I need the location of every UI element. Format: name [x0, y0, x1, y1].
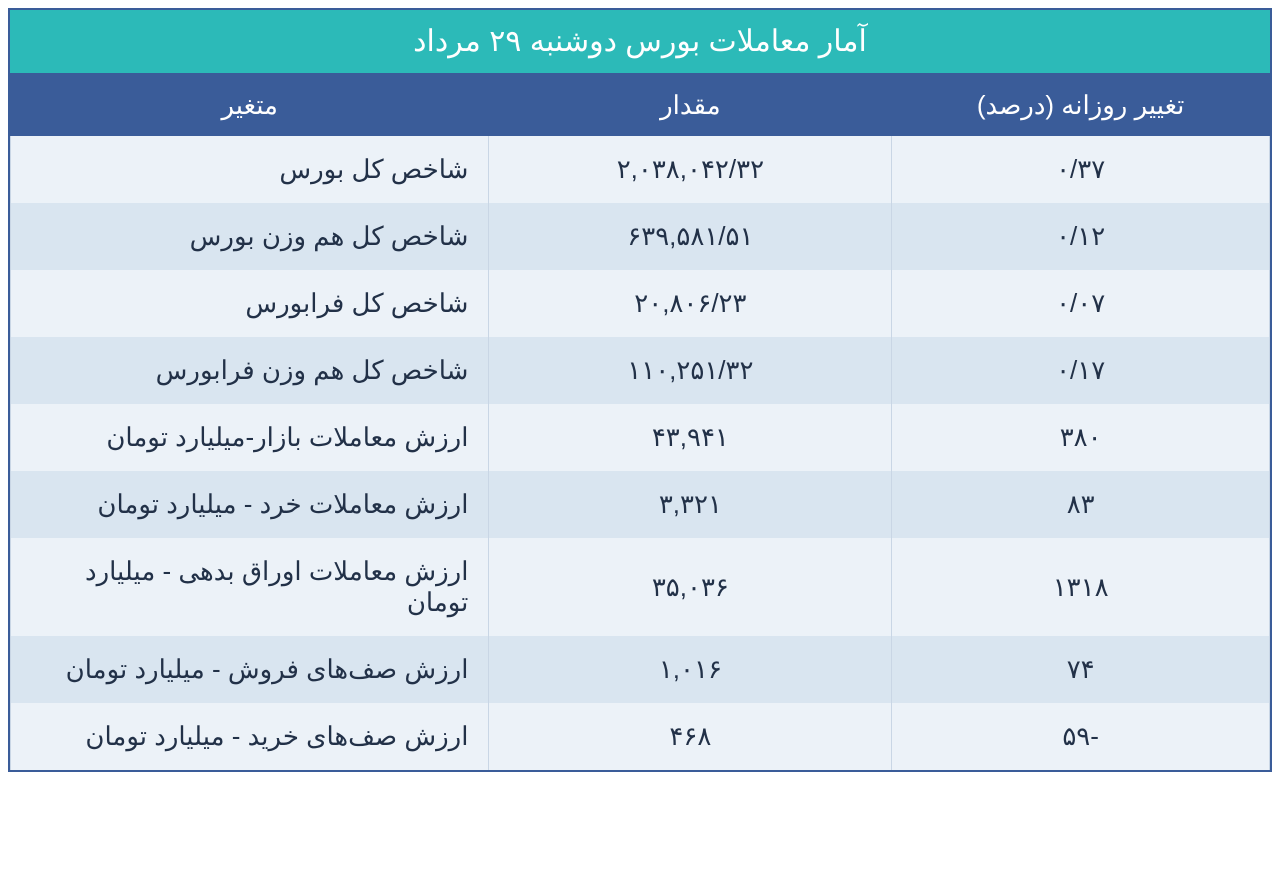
table-row: ۰/۰۷ ۲۰,۸۰۶/۲۳ شاخص کل فرابورس	[11, 270, 1270, 337]
cell-variable: ارزش صف‌های خرید - میلیارد تومان	[11, 703, 489, 770]
col-header-change: تغییر روزانه (درصد)	[892, 76, 1270, 136]
cell-variable: ارزش صف‌های فروش - میلیارد تومان	[11, 636, 489, 703]
cell-change: ۷۴	[892, 636, 1270, 703]
cell-variable: ارزش معاملات بازار-میلیارد تومان	[11, 404, 489, 471]
cell-value: ۶۳۹,۵۸۱/۵۱	[489, 203, 892, 270]
cell-value: ۴۳,۹۴۱	[489, 404, 892, 471]
col-header-value: مقدار	[489, 76, 892, 136]
table-row: ۰/۱۷ ۱۱۰,۲۵۱/۳۲ شاخص کل هم وزن فرابورس	[11, 337, 1270, 404]
cell-variable: ارزش معاملات خرد - میلیارد تومان	[11, 471, 489, 538]
cell-variable: شاخص کل فرابورس	[11, 270, 489, 337]
cell-value: ۱,۰۱۶	[489, 636, 892, 703]
stats-table: تغییر روزانه (درصد) مقدار متغیر ۰/۳۷ ۲,۰…	[10, 75, 1270, 770]
cell-change: ۰/۳۷	[892, 136, 1270, 204]
table-row: ۷۴ ۱,۰۱۶ ارزش صف‌های فروش - میلیارد توما…	[11, 636, 1270, 703]
cell-variable: شاخص کل هم وزن فرابورس	[11, 337, 489, 404]
cell-value: ۴۶۸	[489, 703, 892, 770]
cell-value: ۲۰,۸۰۶/۲۳	[489, 270, 892, 337]
table-header-row: تغییر روزانه (درصد) مقدار متغیر	[11, 76, 1270, 136]
cell-variable: شاخص کل هم وزن بورس	[11, 203, 489, 270]
stats-table-container: آمار معاملات بورس دوشنبه ۲۹ مرداد تغییر …	[8, 8, 1272, 772]
table-body: ۰/۳۷ ۲,۰۳۸,۰۴۲/۳۲ شاخص کل بورس ۰/۱۲ ۶۳۹,…	[11, 136, 1270, 771]
cell-change: ۱۳۱۸	[892, 538, 1270, 636]
cell-change: ۳۸۰	[892, 404, 1270, 471]
cell-change: ۸۳	[892, 471, 1270, 538]
table-row: ۱۳۱۸ ۳۵,۰۳۶ ارزش معاملات اوراق بدهی - می…	[11, 538, 1270, 636]
cell-value: ۳,۳۲۱	[489, 471, 892, 538]
cell-value: ۱۱۰,۲۵۱/۳۲	[489, 337, 892, 404]
cell-variable: ارزش معاملات اوراق بدهی - میلیارد تومان	[11, 538, 489, 636]
cell-value: ۲,۰۳۸,۰۴۲/۳۲	[489, 136, 892, 204]
table-row: ۸۳ ۳,۳۲۱ ارزش معاملات خرد - میلیارد توما…	[11, 471, 1270, 538]
table-row: -۵۹ ۴۶۸ ارزش صف‌های خرید - میلیارد تومان	[11, 703, 1270, 770]
table-row: ۳۸۰ ۴۳,۹۴۱ ارزش معاملات بازار-میلیارد تو…	[11, 404, 1270, 471]
table-title: آمار معاملات بورس دوشنبه ۲۹ مرداد	[10, 10, 1270, 75]
cell-change: ۰/۰۷	[892, 270, 1270, 337]
cell-change: ۰/۱۲	[892, 203, 1270, 270]
col-header-variable: متغیر	[11, 76, 489, 136]
cell-change: -۵۹	[892, 703, 1270, 770]
cell-variable: شاخص کل بورس	[11, 136, 489, 204]
cell-value: ۳۵,۰۳۶	[489, 538, 892, 636]
table-row: ۰/۱۲ ۶۳۹,۵۸۱/۵۱ شاخص کل هم وزن بورس	[11, 203, 1270, 270]
table-row: ۰/۳۷ ۲,۰۳۸,۰۴۲/۳۲ شاخص کل بورس	[11, 136, 1270, 204]
cell-change: ۰/۱۷	[892, 337, 1270, 404]
